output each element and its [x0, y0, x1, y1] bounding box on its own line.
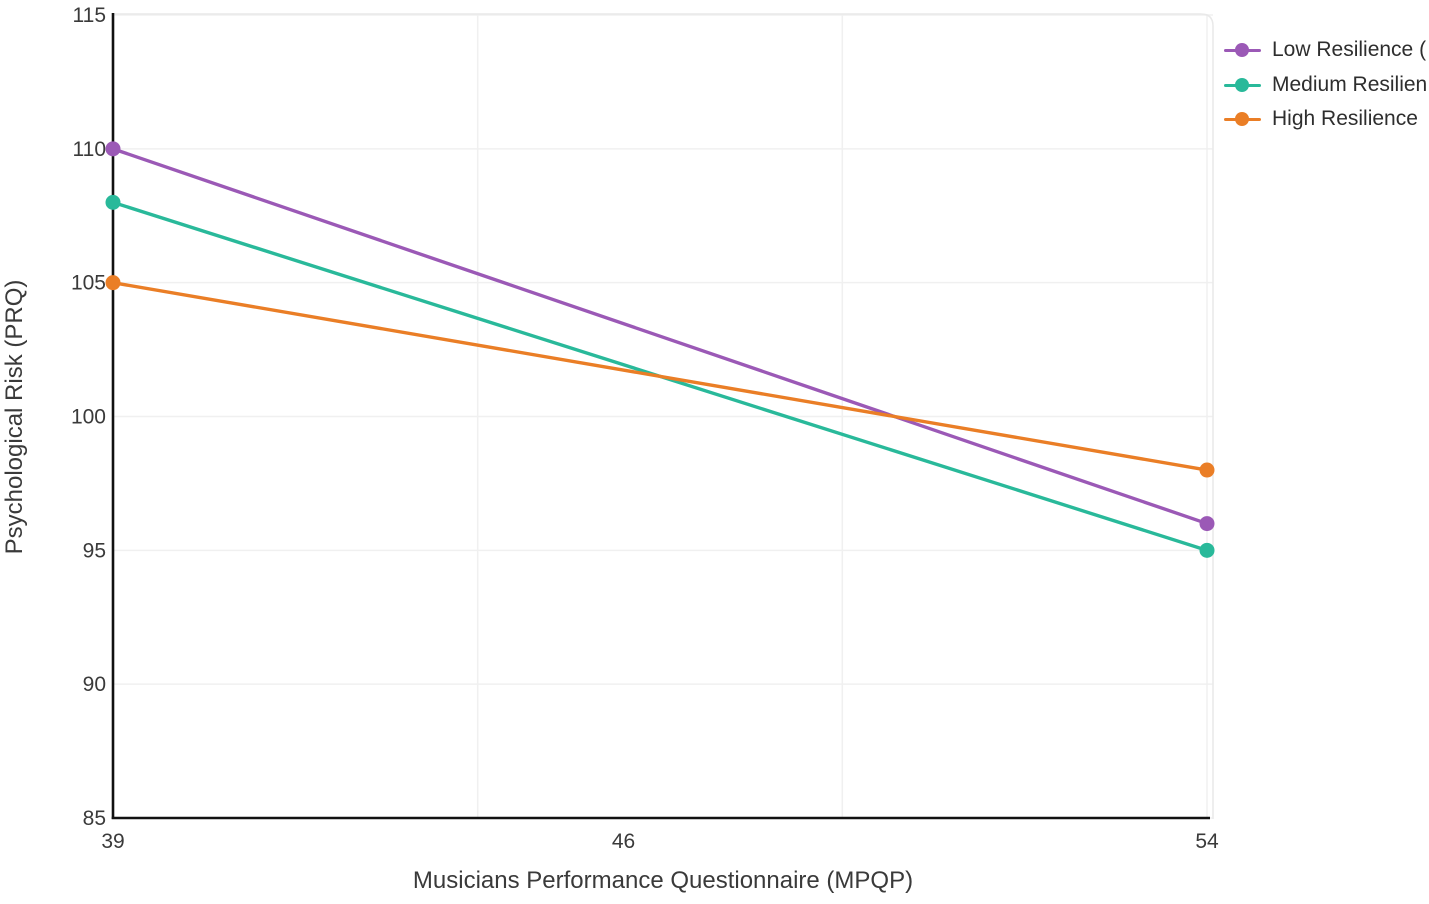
legend-label: Low Resilience (	[1272, 38, 1427, 61]
data-point-low-resilience[interactable]	[105, 141, 121, 157]
legend-item-low-resilience[interactable]: Low Resilience (	[1224, 38, 1426, 62]
x-tick-label: 39	[101, 830, 124, 853]
y-tick-label: 85	[83, 807, 106, 830]
y-tick-label: 105	[71, 272, 106, 295]
plot-border	[113, 13, 1214, 819]
legend-line-dot-marker	[1224, 112, 1261, 127]
series-line-high-resilience[interactable]	[111, 280, 1209, 472]
data-point-high-resilience[interactable]	[1199, 462, 1215, 478]
series-line-low-resilience[interactable]	[111, 147, 1209, 526]
x-tick-label: 46	[612, 830, 635, 853]
data-point-medium-resilience[interactable]	[1199, 542, 1215, 558]
legend-label: High Resilience	[1272, 107, 1418, 130]
data-point-low-resilience[interactable]	[1199, 516, 1215, 532]
legend-line-dot-marker	[1224, 78, 1261, 93]
legend-item-high-resilience[interactable]: High Resilience	[1224, 107, 1418, 131]
y-tick-label: 95	[83, 539, 106, 562]
legend-item-medium-resilience[interactable]: Medium Resilien	[1224, 73, 1427, 97]
y-tick-label: 110	[73, 138, 106, 161]
legend-label: Medium Resilien	[1272, 73, 1428, 96]
data-point-high-resilience[interactable]	[105, 275, 121, 291]
y-tick-label: 115	[73, 4, 106, 27]
y-tick-label: 100	[71, 406, 106, 429]
y-tick-label: 90	[83, 673, 106, 696]
y-axis-title: Psychological Risk (PRQ)	[1, 280, 28, 555]
x-axis-title: Musicians Performance Questionnaire (MPQ…	[413, 867, 913, 894]
legend-line-dot-marker	[1224, 43, 1261, 58]
data-point-medium-resilience[interactable]	[105, 194, 121, 210]
x-tick-label: 54	[1195, 830, 1219, 853]
